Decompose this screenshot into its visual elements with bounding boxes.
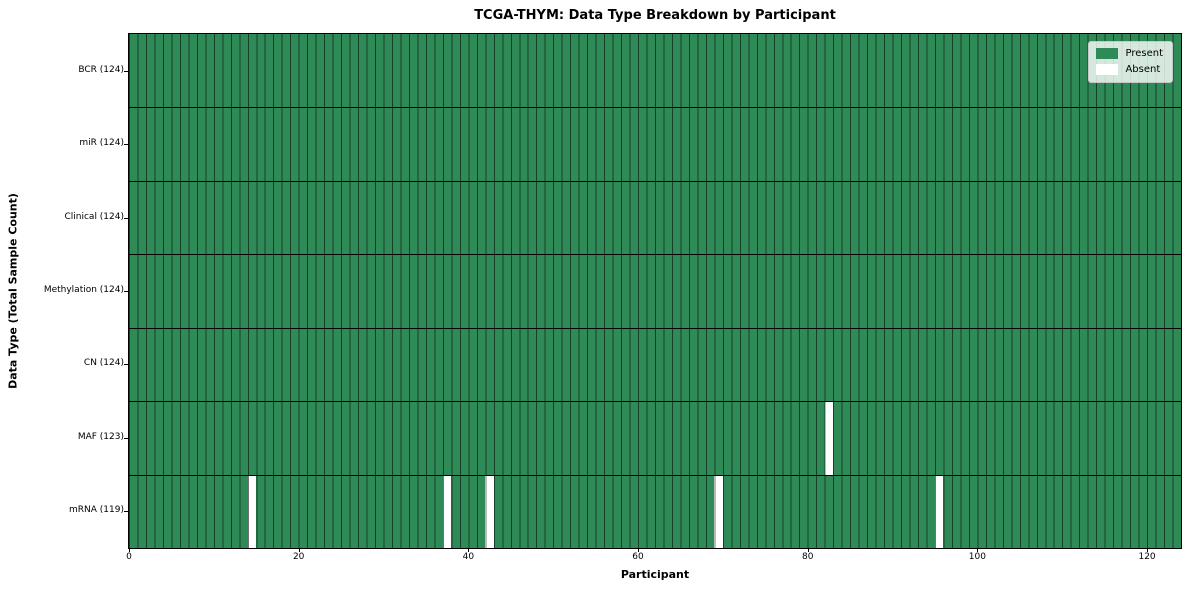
heatmap-row-MAF — [129, 401, 1181, 475]
ytick-mark — [124, 364, 128, 365]
ytick-mark — [124, 291, 128, 292]
heatmap-row-Clinical — [129, 180, 1181, 255]
xtick-label-100: 100 — [968, 552, 986, 562]
heatmap-rows — [129, 34, 1181, 548]
chart-title: TCGA-THYM: Data Type Breakdown by Partic… — [474, 8, 836, 23]
ytick-label-Methylation: Methylation (124) — [43, 285, 124, 295]
heatmap-row-mRNA — [129, 474, 1181, 548]
absent-cell-MAF-82 — [824, 402, 834, 475]
xtick-label-0: 0 — [126, 552, 132, 562]
heatmap-row-CN — [129, 327, 1181, 402]
ytick-label-mRNA: mRNA (119) — [69, 505, 124, 516]
ytick-mark — [124, 438, 128, 439]
xtick-mark — [468, 548, 469, 552]
legend-swatch-absent-icon — [1096, 64, 1119, 75]
ytick-label-Clinical: Clinical (124) — [64, 211, 124, 222]
ytick-mark — [124, 218, 128, 219]
heatmap-row-miR — [129, 107, 1181, 181]
xtick-mark — [1147, 548, 1148, 552]
xtick-label-60: 60 — [632, 552, 644, 562]
xtick-label-120: 120 — [1138, 552, 1156, 562]
absent-cell-mRNA-37 — [442, 475, 452, 548]
ytick-mark — [124, 71, 128, 72]
xtick-mark — [638, 548, 639, 552]
legend-item-present: Present — [1096, 48, 1163, 59]
absent-cell-mRNA-69 — [714, 475, 723, 548]
legend: Present Absent — [1088, 41, 1173, 83]
plot-area: Present Absent — [128, 33, 1182, 549]
ytick-label-BCR: BCR (124) — [78, 64, 124, 75]
xtick-mark — [977, 548, 978, 552]
heatmap-row-BCR — [129, 34, 1181, 108]
xtick-mark — [808, 548, 809, 552]
ytick-mark — [124, 511, 128, 512]
ytick-label-miR: miR (124) — [79, 138, 124, 149]
x-axis-label: Participant — [620, 568, 690, 581]
legend-label-present: Present — [1125, 47, 1163, 59]
absent-cell-mRNA-14 — [247, 475, 257, 548]
xtick-label-40: 40 — [462, 552, 475, 562]
absent-cell-mRNA-42 — [485, 475, 494, 548]
ytick-label-MAF: MAF (123) — [77, 431, 124, 442]
legend-item-absent: Absent — [1096, 64, 1163, 75]
ytick-label-CN: CN (124) — [83, 358, 124, 369]
legend-label-absent: Absent — [1125, 63, 1161, 75]
xtick-mark — [129, 548, 130, 552]
absent-cell-mRNA-95 — [934, 475, 944, 548]
legend-swatch-present-icon — [1096, 48, 1119, 59]
ytick-mark — [124, 144, 128, 145]
xtick-label-20: 20 — [292, 552, 305, 562]
xtick-mark — [299, 548, 300, 552]
heatmap-row-Methylation — [129, 254, 1181, 328]
xtick-label-80: 80 — [801, 552, 814, 562]
